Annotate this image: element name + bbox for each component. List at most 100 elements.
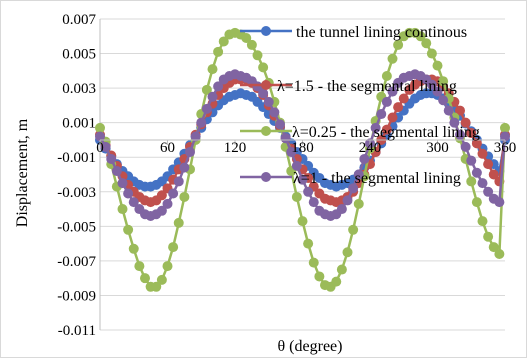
data-point [196, 117, 207, 128]
y-tick-label: -0.001 [57, 150, 96, 166]
data-point [483, 159, 494, 170]
data-point [297, 174, 308, 185]
data-point [123, 224, 134, 235]
data-point [275, 119, 285, 130]
data-point [381, 124, 392, 135]
y-tick-label: 0.007 [62, 12, 96, 28]
y-tick-label: -0.007 [57, 254, 96, 270]
data-point [387, 86, 398, 97]
data-point [258, 88, 269, 99]
data-point [466, 155, 477, 166]
data-point [297, 216, 308, 227]
data-point [95, 131, 105, 142]
data-point [381, 96, 392, 107]
data-point [156, 274, 167, 285]
data-point [432, 86, 443, 97]
data-point [359, 153, 370, 164]
y-axis-title: Displacement, m [14, 118, 31, 227]
data-point [179, 162, 190, 173]
legend-item: λ=1 - the segmental lining [240, 170, 461, 187]
data-point [381, 71, 392, 82]
data-point [455, 129, 465, 140]
data-point [252, 50, 263, 61]
data-point [477, 148, 488, 159]
data-point [162, 261, 173, 272]
data-point [460, 117, 471, 128]
data-point [173, 217, 184, 228]
data-point [426, 48, 437, 59]
data-point [455, 105, 465, 116]
x-axis-ticks: 0 60 120 180 240 300 360 [96, 140, 516, 156]
x-tick-label: 360 [494, 140, 517, 156]
data-point [314, 271, 325, 282]
data-point [387, 53, 398, 64]
data-point [100, 141, 111, 152]
data-point [353, 198, 364, 209]
legend-swatch-marker [261, 172, 271, 182]
data-point [291, 160, 302, 171]
data-point [258, 62, 269, 73]
data-point [269, 107, 280, 118]
data-point [246, 39, 257, 50]
series-group [95, 27, 510, 292]
data-point [387, 112, 398, 123]
data-point [151, 281, 162, 292]
data-point [303, 186, 314, 197]
data-point [460, 141, 471, 152]
data-point [331, 276, 342, 287]
data-point [494, 197, 505, 208]
data-point [162, 198, 173, 209]
data-point [168, 188, 179, 199]
legend-item: λ=0.25 - the segmental lining [240, 124, 480, 141]
data-point [370, 122, 381, 133]
x-tick-label: 0 [96, 140, 104, 156]
data-point [303, 238, 314, 249]
data-point [336, 204, 347, 215]
data-point [207, 91, 218, 102]
data-point [488, 242, 499, 253]
data-point [263, 96, 274, 107]
data-point [488, 169, 499, 180]
data-point [168, 242, 179, 253]
legend-label: the tunnel lining continous [296, 24, 467, 41]
data-point [432, 60, 443, 71]
data-point [156, 190, 167, 201]
data-point [308, 257, 319, 268]
data-point [342, 195, 353, 206]
data-point [438, 76, 449, 87]
data-point [336, 264, 347, 275]
data-point [117, 178, 128, 189]
data-point [483, 231, 494, 242]
y-tick-label: 0.001 [62, 116, 96, 132]
series-4 [95, 69, 510, 221]
legend: the tunnel lining continous λ=1.5 - the s… [240, 24, 480, 187]
data-point [179, 191, 190, 202]
data-point [201, 103, 212, 114]
data-point [308, 197, 319, 208]
y-tick-label: 0.003 [62, 81, 96, 97]
data-point [415, 31, 426, 42]
data-point [201, 84, 212, 95]
x-tick-label: 300 [426, 140, 449, 156]
x-axis [99, 139, 506, 145]
data-point [494, 248, 505, 259]
data-point [449, 117, 460, 128]
legend-item: λ=1.5 - the segmental lining [240, 78, 457, 95]
data-point [173, 176, 184, 187]
data-point [213, 46, 224, 57]
data-point [185, 147, 195, 158]
data-point [500, 122, 510, 133]
data-point [95, 122, 105, 133]
x-tick-label: 240 [359, 140, 382, 156]
data-point [348, 224, 359, 235]
data-point [471, 197, 482, 208]
data-point [471, 138, 482, 149]
legend-swatch-marker [261, 26, 271, 36]
data-point [117, 204, 128, 215]
data-point [421, 38, 432, 49]
data-point [286, 147, 297, 158]
data-point [128, 197, 139, 208]
data-point [393, 102, 404, 113]
